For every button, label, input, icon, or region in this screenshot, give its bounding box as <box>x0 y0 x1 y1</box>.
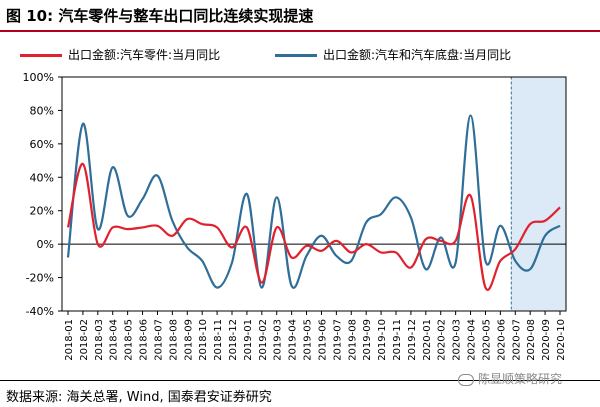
y-tick-label: 0% <box>37 238 54 251</box>
page-title: 图 10: 汽车零件与整车出口同比连续实现提速 <box>6 7 314 25</box>
legend-item-vehicles: 出口金额:汽车和汽车底盘:当月同比 <box>275 46 511 63</box>
x-tick-label: 2018-05 <box>124 319 135 361</box>
y-tick-label: 60% <box>30 138 54 151</box>
x-tick-label: 2020-10 <box>556 319 567 361</box>
x-tick-label: 2018-02 <box>79 319 90 361</box>
y-tick-label: -20% <box>26 272 54 285</box>
x-tick-label: 2020-07 <box>511 319 522 361</box>
x-tick-label: 2019-03 <box>273 319 284 361</box>
legend-label-parts: 出口金额:汽车零件:当月同比 <box>68 48 221 62</box>
watermark: 陈显顺策略研究 <box>458 370 562 387</box>
x-tick-label: 2020-08 <box>526 319 537 361</box>
x-tick-label: 2019-02 <box>258 319 269 361</box>
series-line-parts <box>66 162 561 291</box>
legend-label-vehicles: 出口金额:汽车和汽车底盘:当月同比 <box>323 48 512 62</box>
x-tick-label: 2020-04 <box>467 319 478 361</box>
y-tick-label: 80% <box>30 104 54 117</box>
highlight-band <box>511 77 566 311</box>
y-tick-label: 100% <box>23 71 54 84</box>
legend-swatch-parts <box>20 54 62 57</box>
x-tick-label: 2020-05 <box>481 319 492 361</box>
x-tick-label: 2019-07 <box>332 319 343 361</box>
x-tick-label: 2018-07 <box>153 319 164 361</box>
legend-swatch-vehicles <box>275 54 317 57</box>
x-tick-label: 2018-04 <box>109 319 120 361</box>
x-tick-label: 2020-01 <box>422 319 433 361</box>
x-tick-label: 2020-06 <box>496 319 507 361</box>
x-tick-label: 2019-04 <box>288 319 299 361</box>
y-tick-label: -40% <box>26 305 54 318</box>
x-tick-label: 2019-09 <box>362 319 373 361</box>
x-tick-label: 2019-12 <box>407 319 418 361</box>
x-tick-label: 2020-03 <box>452 319 463 361</box>
x-tick-label: 2018-09 <box>183 319 194 361</box>
y-tick-label: 20% <box>30 205 54 218</box>
x-tick-label: 2019-10 <box>377 319 388 361</box>
wechat-icon <box>458 373 474 386</box>
line-chart: -40% -20% 0% 20% 40% 60% 80% 100% 2018-01 2018-02… <box>23 71 567 361</box>
data-source-note: 数据来源: 海关总署, Wind, 国泰君安证券研究 <box>6 390 272 405</box>
x-tick-label: 2018-08 <box>168 319 179 361</box>
x-tick-label: 2020-09 <box>541 319 552 361</box>
x-tick-label: 2019-06 <box>317 319 328 361</box>
x-tick-label: 2019-08 <box>347 319 358 361</box>
x-tick-label: 2019-11 <box>392 319 403 361</box>
x-tick-label: 2019-01 <box>243 319 254 361</box>
x-tick-label: 2019-05 <box>303 319 314 361</box>
plot-frame <box>61 76 567 312</box>
watermark-text: 陈显顺策略研究 <box>478 372 563 386</box>
x-tick-label: 2018-11 <box>213 319 224 361</box>
y-tick-label: 40% <box>30 171 54 184</box>
x-tick-label: 2018-03 <box>94 319 105 361</box>
x-tick-label: 2018-12 <box>228 319 239 361</box>
series-line-vehicles <box>66 114 561 289</box>
x-tick-label: 2018-10 <box>198 319 209 361</box>
legend-item-parts: 出口金额:汽车零件:当月同比 <box>20 46 220 63</box>
chart-legend: 出口金额:汽车零件:当月同比 出口金额:汽车和汽车底盘:当月同比 <box>0 46 600 66</box>
x-tick-label: 2018-06 <box>139 319 150 361</box>
footer-divider <box>0 380 600 381</box>
x-tick-label: 2020-02 <box>437 319 448 361</box>
x-tick-label: 2018-01 <box>64 319 75 361</box>
title-bar: 图 10: 汽车零件与整车出口同比连续实现提速 <box>0 0 600 32</box>
